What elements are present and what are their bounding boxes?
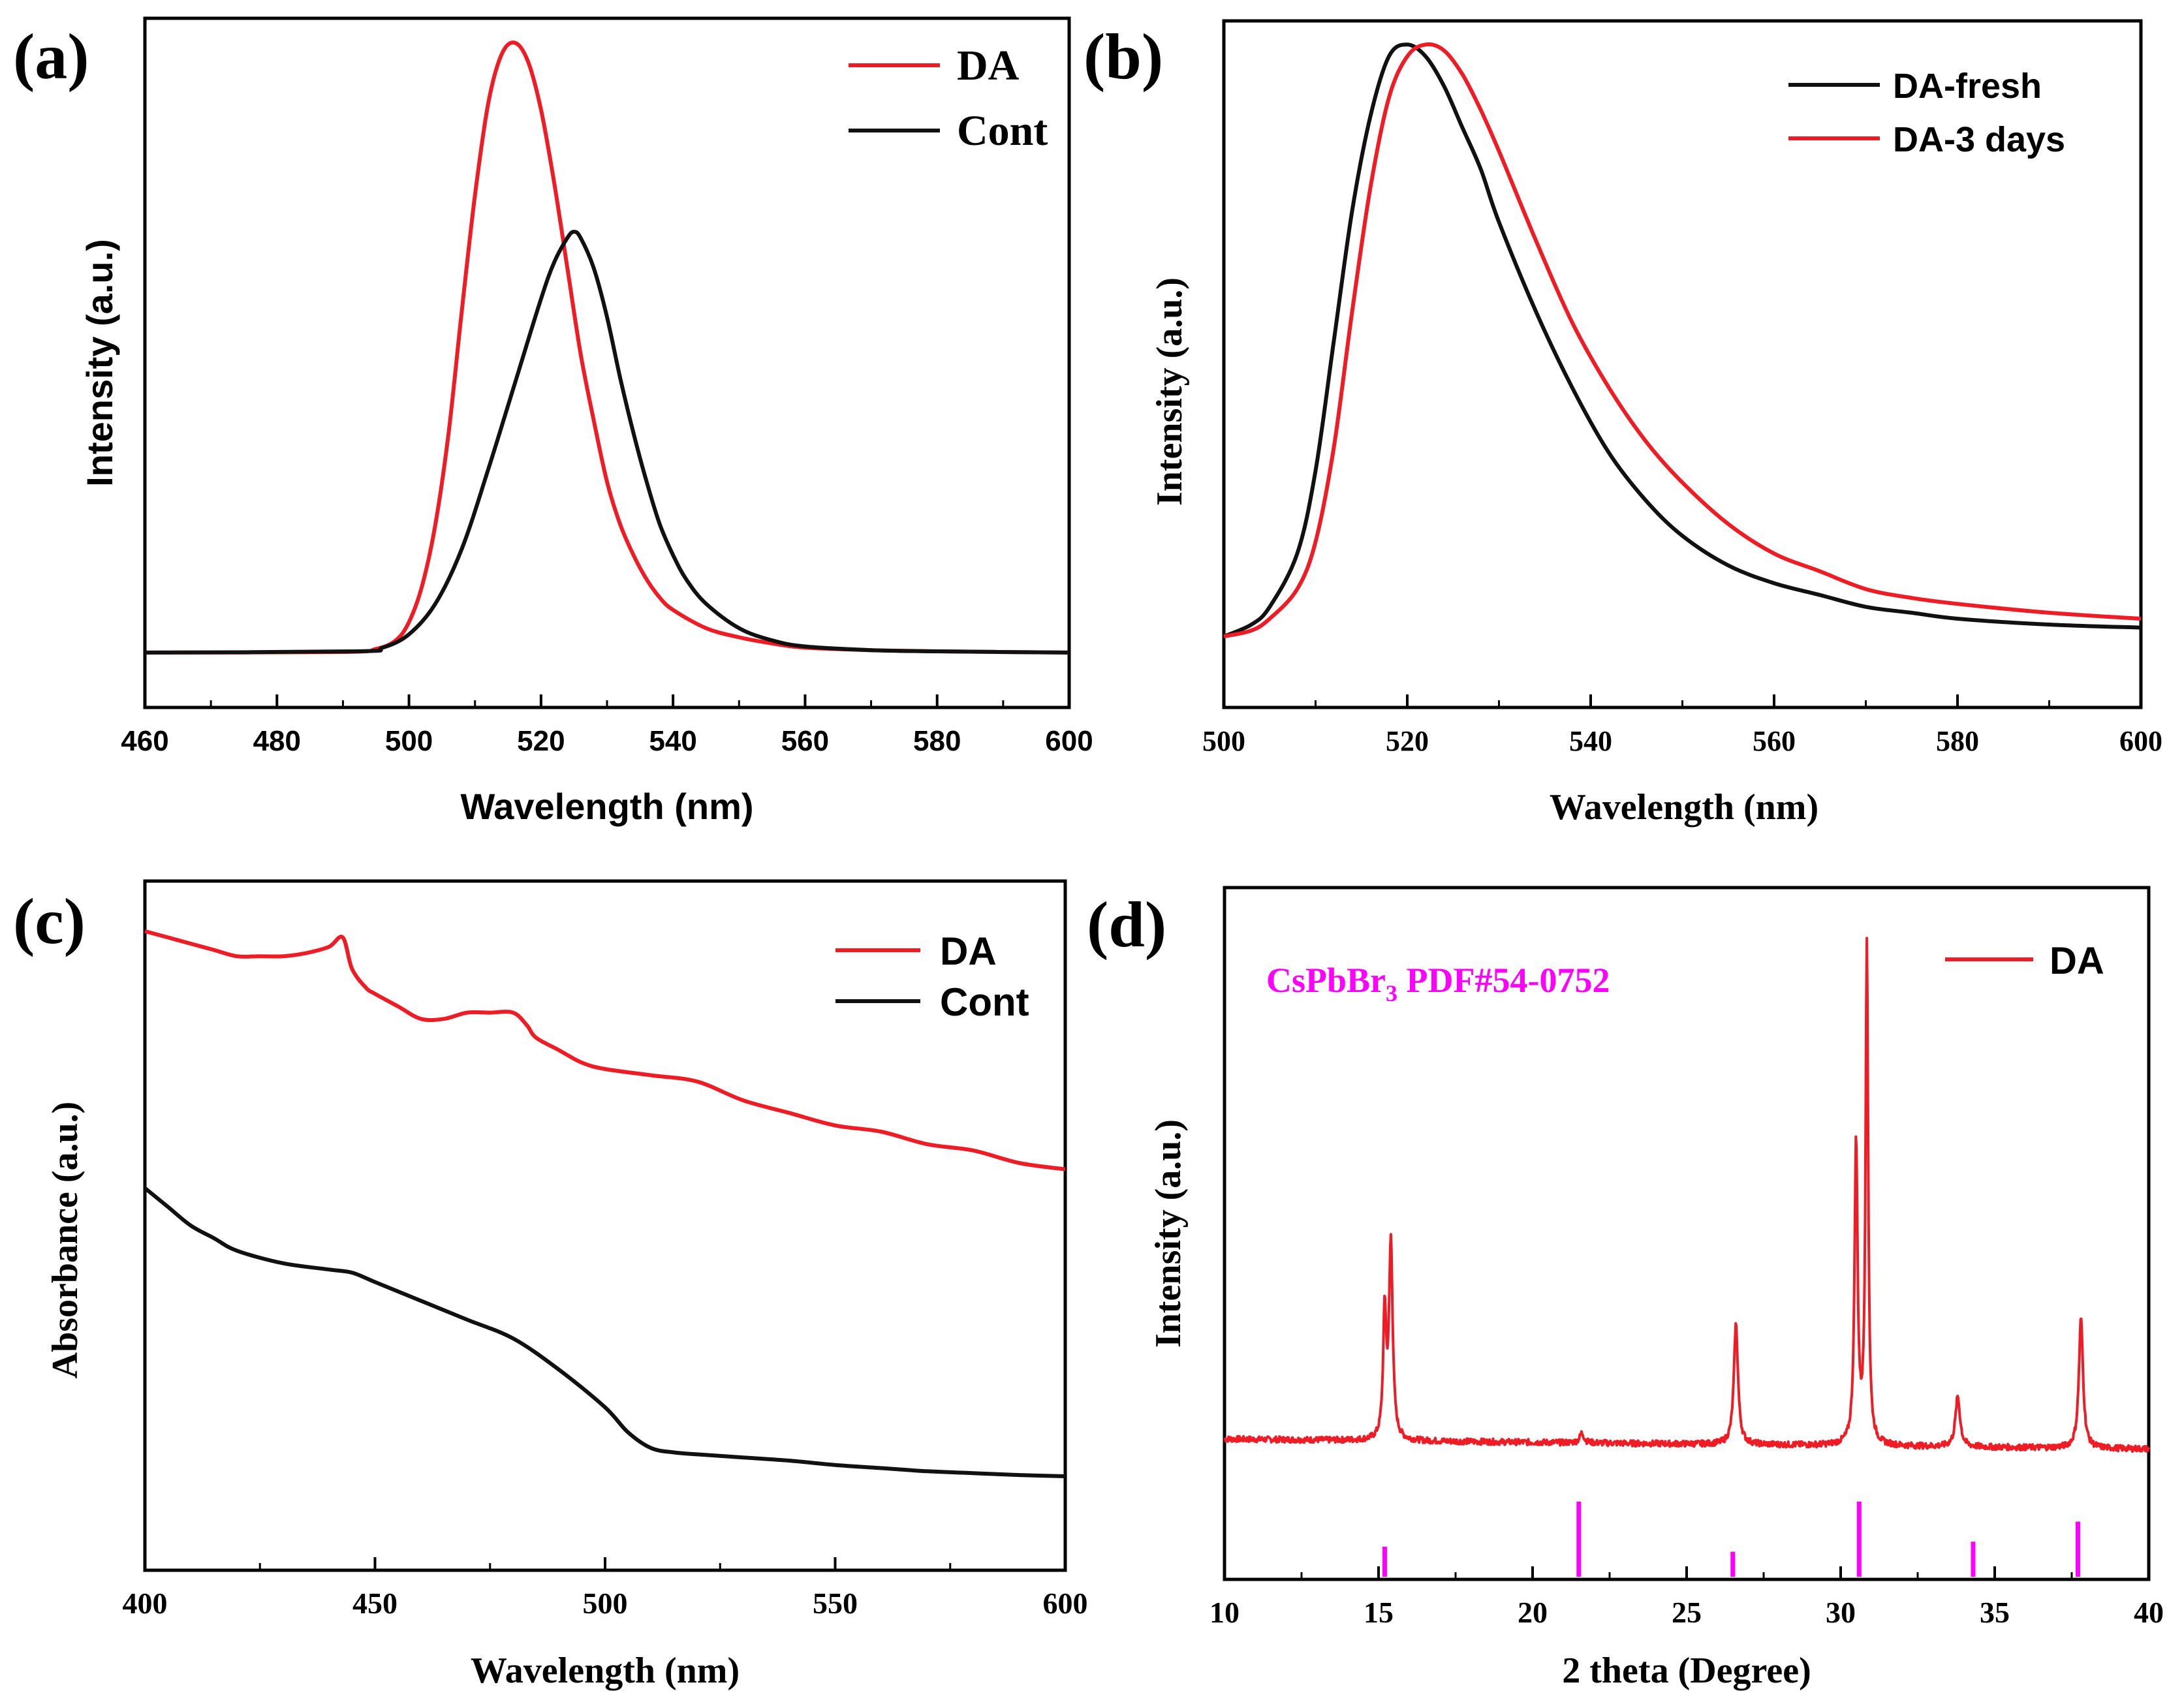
panel-d-series bbox=[1223, 937, 2150, 1453]
panel-a: (a) Wavelength (nm) Intensity (a.u.) 460… bbox=[13, 16, 1093, 827]
series-da-xrd-line bbox=[1223, 937, 2150, 1453]
legend-label-cont: Cont bbox=[957, 107, 1048, 155]
x-tick-label: 520 bbox=[1386, 725, 1429, 757]
panel-a-series bbox=[144, 40, 1070, 655]
x-tick-label: 560 bbox=[781, 725, 829, 757]
x-tick-label: 25 bbox=[1672, 1596, 1702, 1629]
panel-a-x-axis: 460 480 500 520 540 560 580 600 bbox=[121, 694, 1093, 757]
x-tick-label: 400 bbox=[123, 1587, 168, 1620]
x-tick-label: 480 bbox=[253, 725, 301, 757]
x-tick-label: 460 bbox=[121, 725, 168, 757]
panel-c-x-axis: 400 450 500 550 600 bbox=[123, 1557, 1088, 1620]
annotation-main: CsPbBr bbox=[1266, 961, 1386, 1000]
panel-a-xlabel: Wavelength (nm) bbox=[460, 786, 753, 827]
x-tick-label: 40 bbox=[2134, 1596, 2164, 1629]
x-tick-label: 30 bbox=[1826, 1596, 1856, 1629]
x-tick-label: 580 bbox=[913, 725, 961, 757]
panel-b-legend: DA-fresh DA-3 days bbox=[1788, 67, 2065, 159]
series-cont-line bbox=[144, 230, 1070, 655]
legend-label-da: DA bbox=[957, 42, 1020, 89]
legend-label-cont: Cont bbox=[940, 980, 1029, 1024]
panel-c: (c) Wavelength (nm) Absorbance (a.u.) 40… bbox=[13, 879, 1088, 1691]
panel-a-legend: DA Cont bbox=[849, 42, 1048, 155]
x-tick-label: 500 bbox=[583, 1587, 628, 1620]
legend-label-da: DA bbox=[940, 929, 997, 973]
panel-a-label: (a) bbox=[13, 20, 89, 93]
legend-label-da-3-days: DA-3 days bbox=[1893, 120, 2065, 159]
panel-d-x-axis: 10 15 20 25 30 35 40 bbox=[1209, 1566, 2164, 1629]
panel-d-label: (d) bbox=[1087, 888, 1166, 961]
x-tick-label: 520 bbox=[517, 725, 565, 757]
series-da-3-days-line bbox=[1223, 42, 2142, 639]
panel-c-series bbox=[144, 929, 1066, 1478]
panel-b-x-axis: 500 520 540 560 580 600 bbox=[1202, 694, 2162, 757]
legend-label-da: DA bbox=[2050, 940, 2104, 982]
panel-d: (d) 2 theta (Degree) Intensity (a.u.) 10… bbox=[1087, 886, 2164, 1691]
panel-d-reference-lines bbox=[1382, 1501, 2080, 1577]
panel-c-plot-frame bbox=[143, 879, 1067, 1572]
series-cont-line bbox=[144, 1186, 1066, 1478]
x-tick-label: 550 bbox=[813, 1587, 858, 1620]
x-tick-label: 450 bbox=[352, 1587, 398, 1620]
x-tick-label: 35 bbox=[1980, 1596, 2010, 1629]
x-tick-label: 560 bbox=[1753, 725, 1796, 757]
annotation-rest: PDF#54-0752 bbox=[1397, 961, 1610, 1000]
panel-c-legend: DA Cont bbox=[835, 929, 1029, 1024]
panel-b-ylabel: Intensity (a.u.) bbox=[1149, 277, 1190, 506]
x-tick-label: 600 bbox=[2119, 725, 2162, 757]
x-tick-label: 580 bbox=[1936, 725, 1979, 757]
panel-a-plot-frame bbox=[143, 16, 1071, 709]
series-da-line bbox=[144, 40, 1070, 655]
series-da-line bbox=[144, 929, 1066, 1171]
x-tick-label: 600 bbox=[1043, 1587, 1088, 1620]
x-tick-label: 600 bbox=[1045, 725, 1093, 757]
panel-d-ylabel: Intensity (a.u.) bbox=[1148, 1119, 1189, 1348]
panel-d-xlabel: 2 theta (Degree) bbox=[1562, 1651, 1811, 1691]
panel-d-annotation: CsPbBr3 PDF#54-0752 bbox=[1266, 961, 1610, 1006]
x-tick-label: 15 bbox=[1364, 1596, 1394, 1629]
x-tick-label: 500 bbox=[385, 725, 433, 757]
panel-b: (b) Wavelength (nm) Intensity (a.u.) 500… bbox=[1084, 19, 2162, 828]
x-tick-label: 540 bbox=[1569, 725, 1612, 757]
panel-b-xlabel: Wavelength (nm) bbox=[1550, 787, 1818, 828]
x-tick-label: 500 bbox=[1202, 725, 1245, 757]
panel-c-ylabel: Absorbance (a.u.) bbox=[45, 1102, 86, 1379]
x-tick-label: 20 bbox=[1518, 1596, 1548, 1629]
x-tick-label: 540 bbox=[649, 725, 696, 757]
panel-b-series bbox=[1223, 42, 2142, 639]
panel-b-label: (b) bbox=[1084, 20, 1163, 93]
series-da-fresh-line bbox=[1223, 42, 2142, 638]
panel-d-legend: DA bbox=[1945, 940, 2104, 982]
x-tick-label: 10 bbox=[1209, 1596, 1240, 1629]
legend-label-da-fresh: DA-fresh bbox=[1893, 67, 2042, 106]
panel-c-xlabel: Wavelength (nm) bbox=[471, 1651, 740, 1691]
panel-a-ylabel: Intensity (a.u.) bbox=[79, 239, 120, 487]
panel-c-label: (c) bbox=[13, 885, 86, 957]
annotation-subscript: 3 bbox=[1386, 980, 1397, 1006]
